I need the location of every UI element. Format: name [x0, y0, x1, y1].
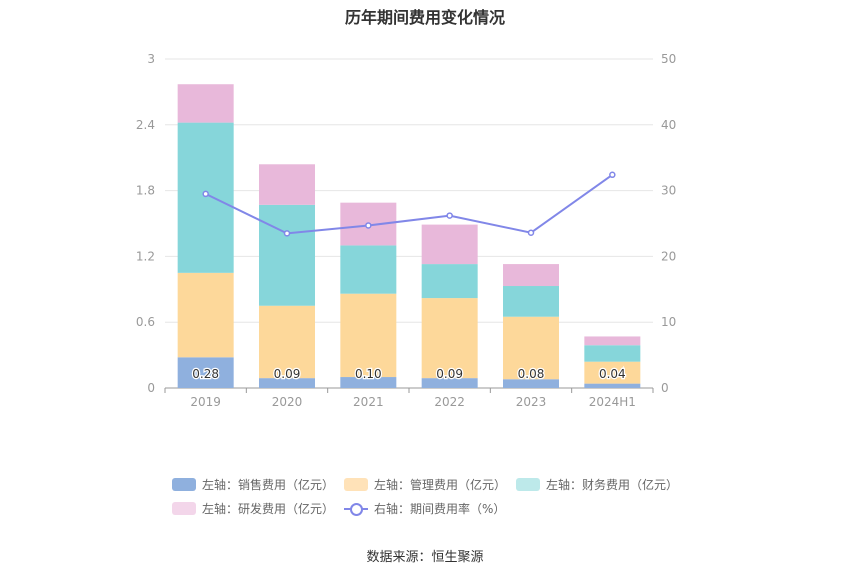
sales-data-label: 0.09	[436, 367, 463, 381]
sales-data-label: 0.28	[192, 367, 219, 381]
left-tick-label: 2.4	[136, 118, 155, 132]
sales-data-label: 0.10	[355, 367, 382, 381]
rd-bar	[503, 264, 559, 287]
left-tick-label: 0.6	[136, 315, 155, 329]
finance-bar	[584, 345, 641, 362]
grid-lines	[165, 58, 653, 389]
finance-bar	[340, 245, 397, 294]
right-axis: 0 10 20 30 40 50	[661, 52, 676, 395]
sales-bar	[584, 383, 641, 388]
rate-line	[205, 173, 613, 235]
legend-label: 左轴：管理费用（亿元）	[374, 477, 507, 492]
x-tick-label: 2022	[434, 395, 465, 409]
rd-bar	[177, 84, 234, 123]
left-tick-label: 0	[147, 381, 155, 395]
legend-item[interactable]: 左轴：财务费用（亿元）	[516, 476, 688, 493]
legend-item[interactable]: 左轴：研发费用（亿元）	[172, 500, 344, 517]
rate-point	[609, 171, 616, 179]
x-tick-label: 2024H1	[589, 395, 636, 409]
legend-label: 左轴：财务费用（亿元）	[546, 477, 679, 492]
rd-bar	[584, 336, 641, 346]
legend-swatch-icon	[172, 477, 196, 491]
sales-bar	[503, 379, 559, 388]
sales-bar	[259, 378, 315, 388]
bar-data-labels: 0.28 0.09 0.10 0.09 0.08 0.04	[191, 366, 627, 383]
finance-bar	[177, 122, 234, 273]
rate-point	[446, 212, 453, 219]
mgmt-bar	[584, 361, 641, 384]
data-source: 数据来源：恒生聚源	[366, 550, 484, 565]
x-tick-label: 2021	[353, 395, 384, 409]
legend: 左轴：销售费用（亿元） 左轴：管理费用（亿元） 左轴：财务费用（亿元） 左轴：研发费…	[172, 472, 712, 520]
right-tick-label: 50	[661, 52, 676, 66]
sales-bar	[340, 377, 397, 388]
left-tick-label: 1.8	[136, 184, 155, 198]
mgmt-bar	[503, 316, 559, 380]
right-tick-label: 20	[661, 249, 676, 263]
left-tick-label: 3	[147, 52, 155, 66]
rate-line-series	[202, 171, 616, 237]
legend-item[interactable]: 左轴：管理费用（亿元）	[344, 476, 516, 493]
x-axis: 2019 2020 2021 2022 2023 2024H1	[164, 388, 654, 409]
finance-bar	[421, 264, 478, 299]
x-tick-label: 2019	[190, 395, 221, 409]
rate-point	[365, 222, 372, 229]
legend-label: 左轴：销售费用（亿元）	[202, 477, 335, 492]
rate-point	[283, 230, 291, 237]
chart-title: 历年期间费用变化情况	[344, 8, 505, 27]
legend-label: 右轴：期间费用率（%）	[374, 501, 506, 516]
mgmt-bar	[259, 305, 315, 379]
legend-label: 左轴：研发费用（亿元）	[202, 501, 335, 516]
sales-data-label: 0.08	[518, 367, 545, 381]
right-tick-label: 10	[661, 315, 676, 329]
left-axis: 0 0.6 1.2 1.8 2.4 3	[136, 52, 155, 395]
sales-data-label: 0.04	[599, 367, 626, 381]
legend-item[interactable]: 左轴：销售费用（亿元）	[172, 476, 344, 493]
legend-swatch-icon	[172, 501, 196, 515]
legend-swatch-icon	[516, 477, 540, 491]
rate-point	[202, 190, 209, 198]
legend-line-marker-icon	[344, 502, 368, 516]
mgmt-bar	[421, 298, 478, 379]
rd-bar	[421, 224, 478, 265]
right-tick-label: 40	[661, 118, 676, 132]
legend-item[interactable]: 右轴：期间费用率（%）	[344, 500, 516, 517]
legend-swatch-icon	[344, 477, 368, 491]
sales-bar	[421, 378, 478, 388]
right-tick-label: 0	[661, 381, 669, 395]
finance-bar	[503, 286, 559, 317]
bar-series	[177, 84, 641, 388]
mgmt-bar	[340, 293, 397, 378]
x-tick-label: 2020	[272, 395, 303, 409]
x-tick-label: 2023	[516, 395, 547, 409]
finance-bar	[259, 204, 315, 306]
sales-bar	[177, 357, 234, 388]
mgmt-bar	[177, 272, 234, 358]
rate-point	[527, 229, 535, 236]
sales-data-label: 0.09	[274, 367, 301, 381]
left-tick-label: 1.2	[136, 249, 155, 263]
rd-bar	[259, 164, 315, 205]
right-tick-label: 30	[661, 184, 676, 198]
